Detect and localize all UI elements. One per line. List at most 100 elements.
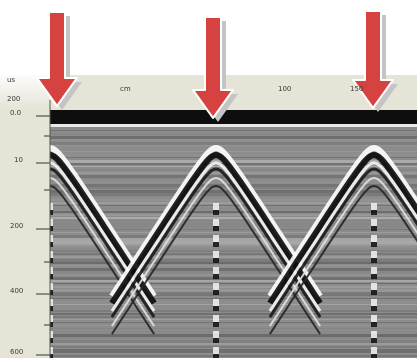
reflection-band	[50, 235, 417, 238]
top-axis-label-3: 100	[278, 85, 292, 93]
hyperbola-tail-dash	[50, 258, 53, 263]
reflection-band	[50, 211, 417, 213]
hyperbola-tail-dash	[50, 242, 53, 247]
hyperbola-tail-dash	[213, 299, 219, 306]
hyperbola-tail-dash	[371, 203, 377, 210]
hyperbola-tail-dash	[213, 210, 219, 215]
reflection-band	[50, 328, 417, 329]
reflection-band	[50, 226, 417, 228]
reflection-band	[50, 265, 417, 267]
left-axis-label-1: 0.0	[10, 109, 22, 117]
hyperbola-tail-dash	[371, 283, 377, 290]
reflection-band	[50, 301, 417, 304]
hyperbola-tail-dash	[213, 331, 219, 338]
reflection-band	[50, 244, 417, 246]
reflection-band	[50, 133, 417, 135]
hyperbola-tail-dash	[213, 235, 219, 242]
hyperbola-tail-dash	[213, 251, 219, 258]
reflection-band	[50, 259, 417, 262]
hyperbola-arc	[111, 184, 321, 335]
hyperbola-tail-dash	[50, 251, 53, 258]
reflection-band	[50, 241, 417, 244]
hyperbola-arc	[267, 151, 417, 305]
hyperbola-tail-dash	[213, 242, 219, 247]
left-axis-label-4: 400	[10, 287, 24, 295]
reflection-band	[50, 280, 417, 282]
hyperbola-tail-dash	[371, 267, 377, 274]
reflection-band	[50, 310, 417, 312]
hyperbola-arc	[109, 151, 323, 305]
hyperbola-tail-dash	[371, 354, 377, 358]
reflection-band	[50, 355, 417, 357]
down-arrow-icon	[36, 11, 78, 107]
hyperbola-arc	[269, 184, 417, 335]
left-axis-label-5: 600	[10, 348, 24, 356]
hyperbola-tail-dash	[50, 306, 53, 311]
reflection-band	[50, 190, 417, 193]
reflection-band	[50, 229, 417, 230]
reflection-band	[50, 334, 417, 337]
hyperbola-tail-dash	[213, 267, 219, 274]
reflection-band	[50, 349, 417, 352]
hyperbola-tail-dash	[213, 219, 219, 226]
reflection-band	[50, 307, 417, 308]
top-axis-label-2: cm	[120, 85, 131, 93]
hyperbola-arc	[269, 176, 417, 327]
hyperbola-tail-dash	[371, 258, 377, 263]
hyperbola-tail-dash	[371, 242, 377, 247]
hyperbola-tail-dash	[371, 226, 377, 231]
reflection-band	[50, 340, 417, 343]
reflection-band	[50, 271, 417, 274]
hyperbola-tail-dash	[213, 290, 219, 295]
hyperbola-tail-dash	[50, 331, 53, 338]
reflection-band	[50, 250, 417, 252]
hyperbola-tail-dash	[213, 274, 219, 279]
down-arrow-icon	[192, 16, 234, 119]
hyperbola-tail-dash	[50, 219, 53, 226]
reflection-band	[50, 223, 417, 226]
reflection-band	[50, 157, 417, 158]
reflection-band	[50, 274, 417, 276]
hyperbola-tail-dash	[50, 315, 53, 322]
reflection-band	[50, 289, 417, 292]
reflection-band	[50, 337, 417, 339]
hyperbola-arc	[50, 176, 155, 327]
down-arrow-icon	[352, 10, 394, 109]
hyperbola-tail-dash	[50, 274, 53, 279]
top-axis-label-1: us	[7, 76, 16, 84]
hyperbola-tail-dash	[50, 322, 53, 327]
hyperbola-tail-dash	[50, 354, 53, 358]
left-axis-ticks	[36, 100, 51, 358]
reflection-band	[50, 304, 417, 305]
hyperbola-arc	[50, 184, 155, 335]
radargram-panel	[50, 110, 417, 358]
reflection-band	[50, 205, 417, 206]
hyperbola-tail-dash	[50, 290, 53, 295]
target-arrows	[36, 10, 398, 122]
hyperbola-arc	[109, 144, 323, 298]
reflection-band	[50, 262, 417, 264]
left-axis-label-2: 10	[14, 156, 23, 164]
hyperbola-arc	[50, 167, 156, 318]
reflection-band	[50, 313, 417, 315]
hyperbola-arc	[111, 176, 321, 327]
reflection-band	[50, 325, 417, 326]
reflection-band	[50, 346, 417, 348]
surface-reflection-band	[50, 110, 417, 124]
hyperbola-arc	[110, 167, 322, 318]
hyperbola-tail-dash	[371, 290, 377, 295]
hyperbola-tail-dash	[50, 203, 53, 210]
hyperbola-reflections	[50, 144, 417, 358]
hyperbola-tail-dash	[213, 322, 219, 327]
reflection-band	[50, 220, 417, 222]
hyperbola-tail-dash	[213, 203, 219, 210]
hyperbola-tail-dash	[371, 322, 377, 327]
hyperbola-tail-dash	[213, 258, 219, 263]
reflection-band	[50, 319, 417, 320]
reflection-band	[50, 253, 417, 255]
hyperbola-arc	[267, 144, 417, 298]
reflection-band	[50, 343, 417, 345]
reflection-band	[50, 136, 417, 139]
reflection-band	[50, 316, 417, 318]
hyperbola-tail-dash	[213, 354, 219, 358]
